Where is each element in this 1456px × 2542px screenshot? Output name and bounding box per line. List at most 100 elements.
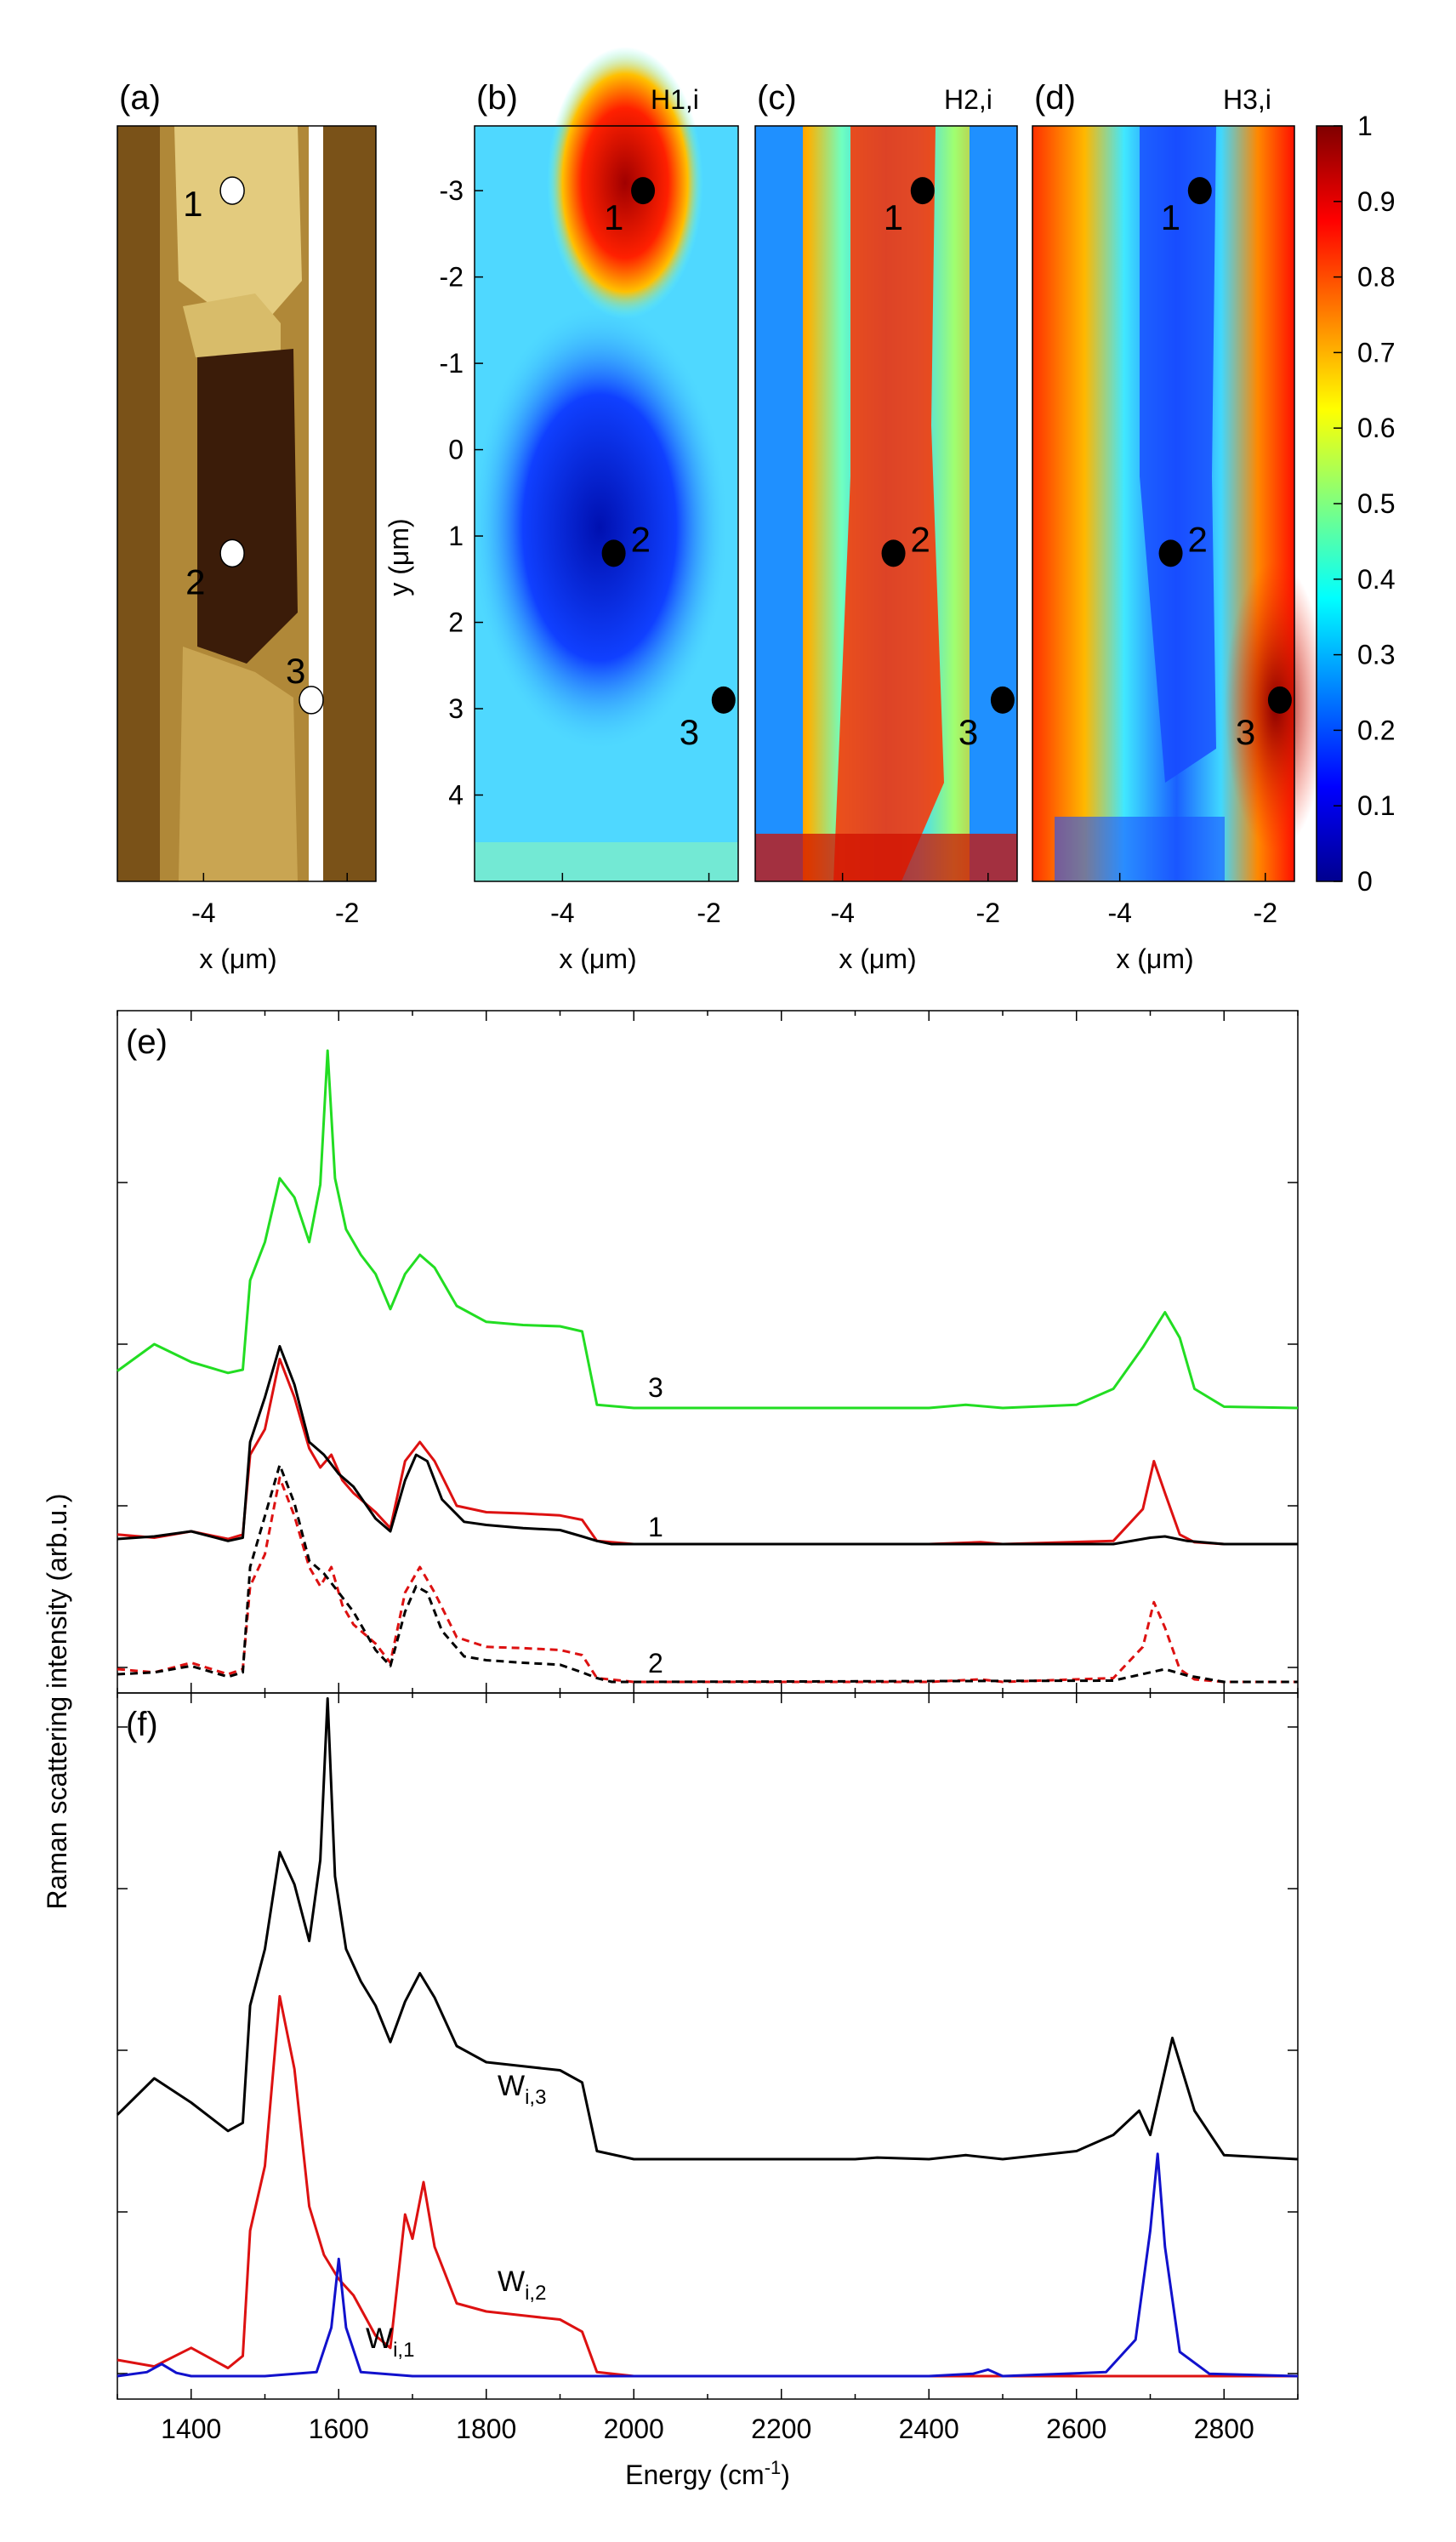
panel-a: (a) <box>117 79 377 882</box>
heatmap-c-frame <box>754 125 1018 882</box>
marker-3 <box>711 686 736 714</box>
colorbar: 0 0.1 0.2 0.3 0.4 0.5 0.6 0.7 0.8 0.9 1 <box>1316 111 1395 897</box>
heatmap-d-blue-core <box>1140 126 1216 783</box>
spectra-x-tick-label: 1800 <box>456 2414 516 2444</box>
panel-label-b: (b) <box>476 79 518 117</box>
marker-label-2: 2 <box>911 519 930 559</box>
marker-2 <box>881 539 906 567</box>
map-y-tick-label: -1 <box>440 348 464 379</box>
panel-label-a: (a) <box>119 79 161 117</box>
spectra-ticks: 1400 1600 1800 2000 2200 2400 2600 2800 <box>117 1011 1299 2444</box>
panel-b: (b) H1,i <box>472 47 739 882</box>
afm-stripe-left <box>117 126 160 881</box>
map-y-tick-label: 2 <box>448 607 464 638</box>
marker-1 <box>219 176 245 205</box>
svg-text:Energy (cm-1): Energy (cm-1) <box>625 2457 790 2490</box>
heatmap-c-right-band <box>970 126 1017 881</box>
marker-label-3: 3 <box>286 651 305 691</box>
colorbar-tick-label: 0.8 <box>1357 262 1395 293</box>
marker-label-3: 3 <box>958 712 978 752</box>
marker-2 <box>1158 539 1183 567</box>
heatmap-b-blue-region <box>472 306 727 749</box>
colorbar-ticks: 0 0.1 0.2 0.3 0.4 0.5 0.6 0.7 0.8 0.9 1 <box>1334 111 1395 897</box>
marker-label-2: 2 <box>185 561 205 601</box>
panel-label-d: (d) <box>1034 79 1076 117</box>
panel-d: (d) H3,i <box>1032 79 1327 882</box>
colorbar-tick-label: 0.4 <box>1357 564 1395 595</box>
heatmap-b-frame <box>474 125 739 882</box>
marker-1 <box>631 177 656 205</box>
series-label-e-3: 3 <box>648 1372 663 1403</box>
colorbar-tick-label: 0.2 <box>1357 715 1395 745</box>
marker-label-1: 1 <box>1161 197 1180 237</box>
map-x-tick-label: -2 <box>697 898 720 928</box>
colorbar-tick-label: 1 <box>1357 111 1373 141</box>
spectra-x-tick-label: 2200 <box>751 2414 811 2444</box>
afm-stripe-right <box>323 126 376 881</box>
map-x-tick-label: -2 <box>976 898 1000 928</box>
panel-label-e: (e) <box>126 1023 168 1061</box>
panel-f-series <box>116 1697 1299 2378</box>
marker-2 <box>219 539 245 568</box>
colorbar-tick-label: 0.9 <box>1357 186 1395 217</box>
marker-2 <box>601 539 626 567</box>
map-x-tick-label: -4 <box>191 898 215 928</box>
marker-1 <box>1187 177 1212 205</box>
panel-f-frame <box>117 1692 1299 2400</box>
marker-3 <box>299 686 324 715</box>
map-x-axis-label: x (μm) <box>559 943 636 974</box>
map-y-tick-label: 1 <box>448 521 464 551</box>
heatmap-c-bottom-red <box>755 834 1017 881</box>
afm-light-region-bottom <box>179 647 298 881</box>
afm-light-region-mid <box>183 294 281 357</box>
series-e-2-line <box>117 1345 1298 1546</box>
heatmap-b-red-region <box>547 47 703 319</box>
marker-1 <box>910 177 935 205</box>
panel-label-f: (f) <box>126 1706 158 1743</box>
map-x-tick-label: -4 <box>830 898 854 928</box>
component-label-b: H1,i <box>651 84 699 115</box>
heatmap-c-red-core <box>833 126 944 881</box>
afm-light-region-top <box>174 126 302 315</box>
colorbar-tick-label: 0 <box>1357 866 1373 897</box>
colorbar-tick-label: 0.7 <box>1357 337 1395 368</box>
series-f-Wi-2-line <box>117 1995 1298 2378</box>
colorbar-tick-label: 0.5 <box>1357 488 1395 519</box>
svg-text:Wi,2: Wi,2 <box>498 2266 546 2305</box>
map-y-tick-label: 0 <box>448 435 464 465</box>
component-label-d: H3,i <box>1223 84 1271 115</box>
svg-text:Wi,1: Wi,1 <box>366 2323 414 2362</box>
heatmap-d-bottom-blue <box>1055 817 1225 881</box>
series-label-e-2: 2 <box>648 1648 663 1679</box>
spectra-panels: (e) (f) 1400 1600 1800 2000 2200 2400 2600 2800… <box>42 1010 1299 2490</box>
marker-label-2: 2 <box>1188 519 1208 559</box>
map-x-axis-label: x (μm) <box>199 943 276 974</box>
spectra-x-tick-label: 2400 <box>899 2414 959 2444</box>
series-label-f-wi1: Wi,1 <box>366 2323 414 2362</box>
spectra-x-tick-label: 2800 <box>1194 2414 1254 2444</box>
svg-text:Wi,3: Wi,3 <box>498 2070 546 2109</box>
colorbar-tick-label: 0.3 <box>1357 640 1395 670</box>
series-f-Wi-1-line <box>117 2152 1299 2378</box>
marker-label-1: 1 <box>884 197 903 237</box>
afm-dark-region <box>197 349 298 664</box>
heatmap-b-bottom-edge <box>475 842 738 881</box>
spectra-x-axis-label: Energy (cm-1) <box>625 2457 790 2490</box>
panel-label-c: (c) <box>757 79 797 117</box>
map-x-axis-label: x (μm) <box>1116 943 1193 974</box>
heatmap-c-left-band <box>755 126 803 881</box>
map-x-axis-label: x (μm) <box>839 943 916 974</box>
map-y-tick-label: -2 <box>440 262 464 293</box>
heatmap-d-frame <box>1032 125 1295 882</box>
marker-3 <box>1267 686 1292 714</box>
map-y-tick-label: 3 <box>448 693 464 724</box>
series-e-1-dashed-line <box>117 1476 1298 1684</box>
panel-e-frame <box>117 1010 1299 1694</box>
marker-label-3: 3 <box>1236 712 1255 752</box>
map-x-tick-label: -4 <box>1107 898 1131 928</box>
series-label-f-wi2: Wi,2 <box>498 2266 546 2305</box>
map-y-axis-label: y (μm) <box>384 518 414 596</box>
series-e-1-line <box>117 1358 1298 1546</box>
series-e-2-dashed-line <box>117 1463 1298 1684</box>
